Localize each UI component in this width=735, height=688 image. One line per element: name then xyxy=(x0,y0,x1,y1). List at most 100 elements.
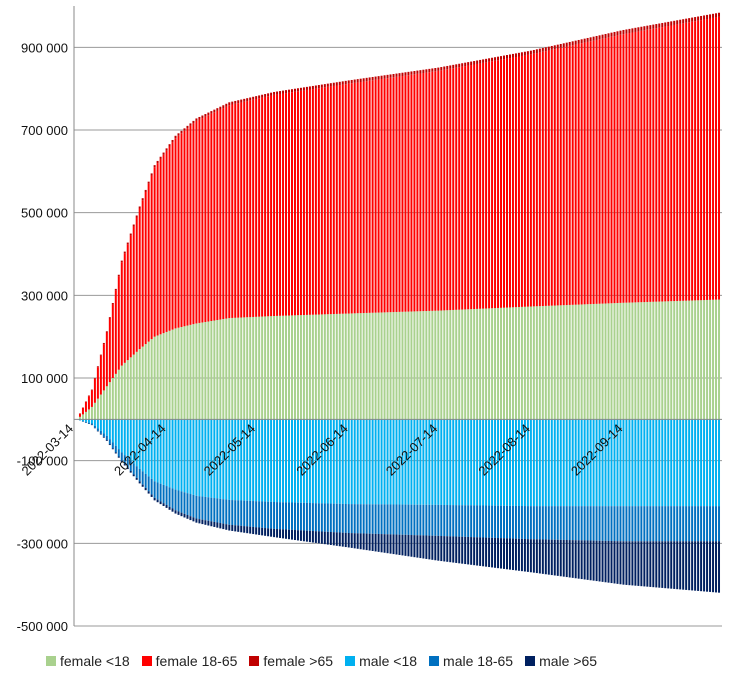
bar-segment xyxy=(255,501,258,528)
bar-segment xyxy=(592,506,595,541)
bar-segment xyxy=(673,24,676,302)
legend-item: female >65 xyxy=(249,653,333,669)
bar-segment xyxy=(311,314,314,420)
bar-segment xyxy=(586,506,589,541)
bar-segment xyxy=(177,419,180,491)
bar-segment xyxy=(299,315,302,420)
bar-segment xyxy=(586,304,589,420)
bar-segment xyxy=(267,501,270,529)
bar-segment xyxy=(607,540,610,583)
bar-segment xyxy=(201,115,204,119)
bar-segment xyxy=(598,506,601,541)
bar-segment xyxy=(562,47,565,306)
bar-segment xyxy=(276,91,279,95)
bar-segment xyxy=(201,419,204,497)
bar-segment xyxy=(359,419,362,505)
bar-segment xyxy=(243,500,246,527)
bar-segment xyxy=(198,519,201,524)
bar-segment xyxy=(595,35,598,40)
bar-segment xyxy=(685,419,688,507)
bar-segment xyxy=(332,82,335,86)
bar-segment xyxy=(120,452,123,461)
bar-segment xyxy=(497,307,500,420)
bar-segment xyxy=(138,206,141,209)
bar-segment xyxy=(246,526,249,534)
bar-segment xyxy=(347,504,350,533)
bar-segment xyxy=(141,346,144,420)
bar-segment xyxy=(87,396,90,410)
bar-segment xyxy=(607,506,610,541)
bar-segment xyxy=(332,532,335,546)
bar-segment xyxy=(514,419,517,506)
bar-segment xyxy=(467,505,470,537)
bar-segment xyxy=(556,305,559,420)
bar-segment xyxy=(350,313,353,420)
bar-segment xyxy=(123,251,126,254)
bar-segment xyxy=(362,78,365,82)
bar-segment xyxy=(243,101,246,318)
bar-segment xyxy=(362,313,365,420)
bar-segment xyxy=(467,419,470,506)
bar-segment xyxy=(520,538,523,572)
bar-segment xyxy=(526,419,529,507)
bar-segment xyxy=(329,503,332,533)
bar-segment xyxy=(290,419,293,503)
bar-segment xyxy=(628,541,631,586)
bar-segment xyxy=(685,541,688,590)
bar-segment xyxy=(649,25,652,30)
bar-segment xyxy=(667,26,670,302)
bar-segment xyxy=(443,419,446,505)
bar-segment xyxy=(231,101,234,105)
bar-segment xyxy=(273,419,276,502)
bar-segment xyxy=(174,419,177,490)
bar-segment xyxy=(691,300,694,420)
bar-segment xyxy=(532,306,535,420)
bar-segment xyxy=(688,506,691,542)
bar-segment xyxy=(225,318,228,420)
legend-item: male <18 xyxy=(345,653,417,669)
bar-segment xyxy=(353,313,356,420)
bar-segment xyxy=(634,27,637,32)
bar-segment xyxy=(571,419,574,507)
bar-segment xyxy=(368,77,371,81)
bar-segment xyxy=(249,100,252,318)
bar-segment xyxy=(413,535,416,558)
bar-segment xyxy=(580,506,583,541)
bar-segment xyxy=(311,89,314,315)
bar-segment xyxy=(488,419,491,506)
bar-segment xyxy=(174,510,177,514)
bar-segment xyxy=(580,39,583,44)
bar-segment xyxy=(706,14,709,20)
bar-segment xyxy=(679,19,682,24)
bar-segment xyxy=(631,541,634,586)
bar-segment xyxy=(377,79,380,313)
bar-segment xyxy=(374,312,377,420)
bar-segment xyxy=(401,504,404,535)
bar-segment xyxy=(371,533,374,551)
bar-segment xyxy=(514,505,517,539)
bar-segment xyxy=(290,89,293,93)
bar-segment xyxy=(261,501,264,528)
bar-segment xyxy=(440,67,443,71)
bar-segment xyxy=(204,419,207,497)
bar-segment xyxy=(712,506,715,542)
bar-segment xyxy=(661,27,664,302)
bar-segment xyxy=(655,28,658,302)
bar-segment xyxy=(279,419,282,503)
bar-segment xyxy=(347,313,350,420)
bar-segment xyxy=(577,506,580,541)
bar-segment xyxy=(365,81,368,313)
bar-segment xyxy=(320,419,323,504)
bar-segment xyxy=(350,419,353,505)
bar-segment xyxy=(90,406,93,420)
bar-segment xyxy=(267,96,270,317)
bar-segment xyxy=(688,300,691,420)
bar-segment xyxy=(610,506,613,541)
bar-segment xyxy=(299,502,302,531)
bar-segment xyxy=(437,504,440,536)
bar-segment xyxy=(646,506,649,542)
bar-segment xyxy=(350,533,353,548)
bar-segment xyxy=(634,541,637,586)
bar-segment xyxy=(201,519,204,525)
bar-segment xyxy=(470,61,473,66)
